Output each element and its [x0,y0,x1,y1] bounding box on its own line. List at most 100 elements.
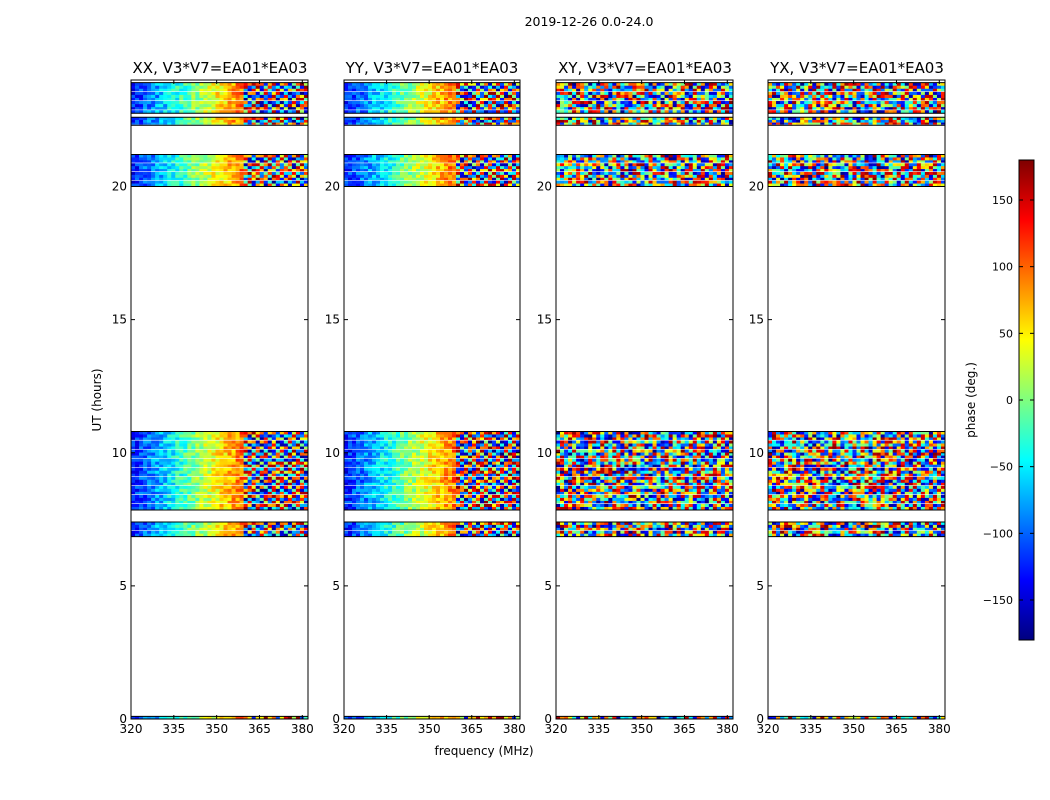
heatmap-cell [384,524,389,529]
heatmap-cell [388,524,393,529]
heatmap-cell [191,467,196,472]
heatmap-cell [151,91,156,96]
heatmap-cell [472,443,477,447]
heatmap-cell [223,110,228,114]
heatmap-cell [392,101,397,105]
heatmap-cell [352,488,357,493]
heatmap-cell [384,107,389,111]
heatmap-cell [420,491,425,496]
heatmap-cell [420,494,425,499]
heatmap-cell [135,491,140,496]
heatmap-cell [183,97,188,102]
heatmap-cell [396,527,401,532]
heatmap-cell [239,494,244,499]
heatmap-cell [476,166,481,170]
heatmap-cell [159,101,164,105]
heatmap-cell [267,157,273,161]
heatmap-cell [147,443,152,447]
heatmap-cell [352,91,357,96]
heatmap-cell [488,166,493,170]
heatmap-cell [488,497,493,502]
heatmap-cell [151,530,156,534]
heatmap-cell [420,467,425,472]
heatmap-cell [267,467,273,472]
heatmap-cell [155,169,160,173]
heatmap-gap [131,109,308,111]
heatmap-cell [267,494,273,499]
heatmap-cell [364,485,369,490]
heatmap-cell [299,482,305,487]
heatmap-cell [444,88,449,93]
heatmap-cell [476,160,481,164]
heatmap-cell [500,440,505,444]
heatmap-cell [380,485,385,490]
heatmap-cell [191,491,196,496]
heatmap-cell [456,169,461,173]
heatmap-cell [239,497,244,502]
heatmap-cell [183,94,188,99]
heatmap-cell [404,119,409,123]
heatmap-gap [131,448,308,450]
heatmap-cell [384,449,389,453]
heatmap-cell [191,482,196,487]
heatmap-cell [223,491,228,496]
heatmap-cell [235,443,240,447]
heatmap-cell [500,455,505,459]
heatmap-cell [356,174,361,179]
heatmap-cell [255,464,261,468]
heatmap-cell [396,497,401,502]
heatmap-cell [167,163,172,167]
heatmap-cell [356,91,361,96]
heatmap-cell [263,431,269,435]
heatmap-cell [283,479,289,484]
heatmap-cell [159,104,164,108]
heatmap-cell [400,716,405,720]
heatmap-cell [131,122,136,126]
heatmap-cell [440,177,445,181]
heatmap-cell [167,461,172,465]
heatmap-cell [480,485,485,490]
heatmap-cell [151,434,156,438]
heatmap-cell [468,91,473,96]
heatmap-cell [428,485,433,490]
heatmap-cell [352,533,357,537]
heatmap-cell [456,473,461,478]
heatmap-cell [239,482,244,487]
heatmap-cell [456,530,461,534]
heatmap-cell [223,464,228,468]
heatmap-cell [231,154,236,158]
heatmap-cell [239,464,244,468]
heatmap-cell [215,500,220,505]
heatmap-cell [295,470,301,475]
heatmap-cell [424,503,429,508]
heatmap-cell [199,530,204,534]
heatmap-cell [372,169,377,173]
heatmap-cell [179,157,184,161]
heatmap-cell [231,104,236,108]
heatmap-cell [179,482,184,487]
heatmap-cell [275,494,281,499]
heatmap-cell [135,117,140,121]
heatmap-cell [203,446,208,450]
heatmap-cell [380,440,385,444]
heatmap-cell [364,437,369,441]
heatmap-cell [356,82,361,87]
heatmap-cell [299,449,305,453]
heatmap-cell [444,119,449,123]
heatmap-cell [235,458,240,462]
heatmap-cell [147,467,152,472]
heatmap-cell [263,458,269,462]
heatmap-cell [303,521,309,526]
heatmap-cell [143,497,148,502]
heatmap-cell [404,94,409,99]
heatmap-cell [291,157,297,161]
heatmap-cell [488,443,493,447]
heatmap-cell [412,88,417,93]
heatmap-cell [203,500,208,505]
heatmap-cell [287,117,293,121]
heatmap-cell [436,482,441,487]
heatmap-cell [235,716,240,720]
heatmap-cell [171,467,176,472]
heatmap-cell [279,101,285,105]
heatmap-cell [143,527,148,532]
